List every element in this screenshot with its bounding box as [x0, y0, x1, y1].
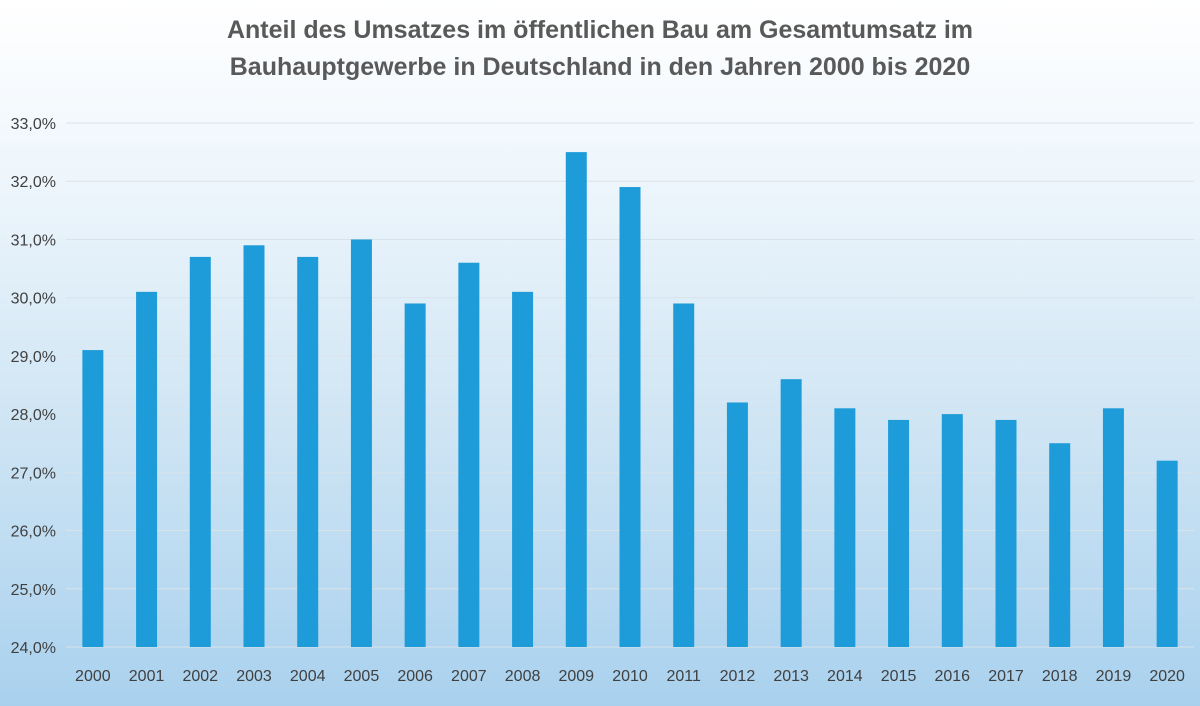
- x-tick-label-2000: 2000: [75, 668, 111, 685]
- bar-2003: [243, 245, 265, 647]
- bar-2020: [1156, 460, 1178, 647]
- bar-2004: [297, 256, 319, 647]
- bar-2012: [726, 402, 748, 647]
- x-tick-label-2010: 2010: [612, 668, 648, 685]
- y-tick-label: 26,0%: [11, 524, 56, 541]
- x-tick-label-2002: 2002: [182, 668, 218, 685]
- x-tick-label-2019: 2019: [1096, 668, 1132, 685]
- bar-2009: [565, 152, 587, 647]
- y-tick-label: 25,0%: [11, 582, 56, 599]
- x-tick-label-2003: 2003: [236, 668, 272, 685]
- x-tick-label-2020: 2020: [1149, 668, 1185, 685]
- y-tick-label: 33,0%: [11, 116, 56, 133]
- bar-2010: [619, 187, 641, 648]
- x-tick-label-2013: 2013: [773, 668, 809, 685]
- x-tick-label-2012: 2012: [720, 668, 756, 685]
- y-tick-label: 29,0%: [11, 349, 56, 366]
- chart-title-line-2: Bauhauptgewerbe in Deutschland in den Ja…: [229, 53, 971, 81]
- x-tick-label-2006: 2006: [397, 668, 433, 685]
- bar-2014: [834, 408, 856, 647]
- x-tick-label-2017: 2017: [988, 668, 1024, 685]
- bar-2006: [404, 303, 426, 647]
- chart-title-line-1: Anteil des Umsatzes im öffentlichen Bau …: [226, 16, 974, 44]
- x-tick-label-2001: 2001: [129, 668, 165, 685]
- bar-2008: [512, 291, 534, 647]
- x-tick-label-2018: 2018: [1042, 668, 1078, 685]
- x-tick-label-2011: 2011: [667, 668, 702, 685]
- chart-title: Anteil des Umsatzes im öffentlichen Bau …: [0, 12, 1200, 86]
- y-tick-label: 31,0%: [11, 232, 56, 249]
- y-tick-label: 27,0%: [11, 465, 56, 482]
- x-tick-label-2009: 2009: [558, 668, 594, 685]
- y-tick-label: 32,0%: [11, 174, 56, 191]
- bar-2005: [350, 239, 372, 647]
- bar-2015: [888, 419, 910, 647]
- bar-2018: [1049, 443, 1071, 647]
- y-tick-label: 28,0%: [11, 407, 56, 424]
- bar-2002: [189, 256, 211, 647]
- bar-2016: [941, 414, 963, 647]
- bar-2019: [1102, 408, 1124, 647]
- x-tick-label-2016: 2016: [934, 668, 970, 685]
- x-tick-label-2008: 2008: [505, 668, 541, 685]
- bar-2011: [673, 303, 695, 647]
- bar-2007: [458, 262, 480, 647]
- bar-2001: [136, 291, 158, 647]
- y-tick-label: 30,0%: [11, 291, 56, 308]
- bar-2000: [82, 350, 104, 647]
- x-tick-label-2015: 2015: [881, 668, 917, 685]
- x-tick-label-2004: 2004: [290, 668, 326, 685]
- y-tick-label: 24,0%: [11, 640, 56, 657]
- bar-2017: [995, 419, 1017, 647]
- x-tick-label-2005: 2005: [344, 668, 380, 685]
- bar-2013: [780, 379, 802, 647]
- x-tick-label-2014: 2014: [827, 668, 863, 685]
- x-tick-label-2007: 2007: [451, 668, 487, 685]
